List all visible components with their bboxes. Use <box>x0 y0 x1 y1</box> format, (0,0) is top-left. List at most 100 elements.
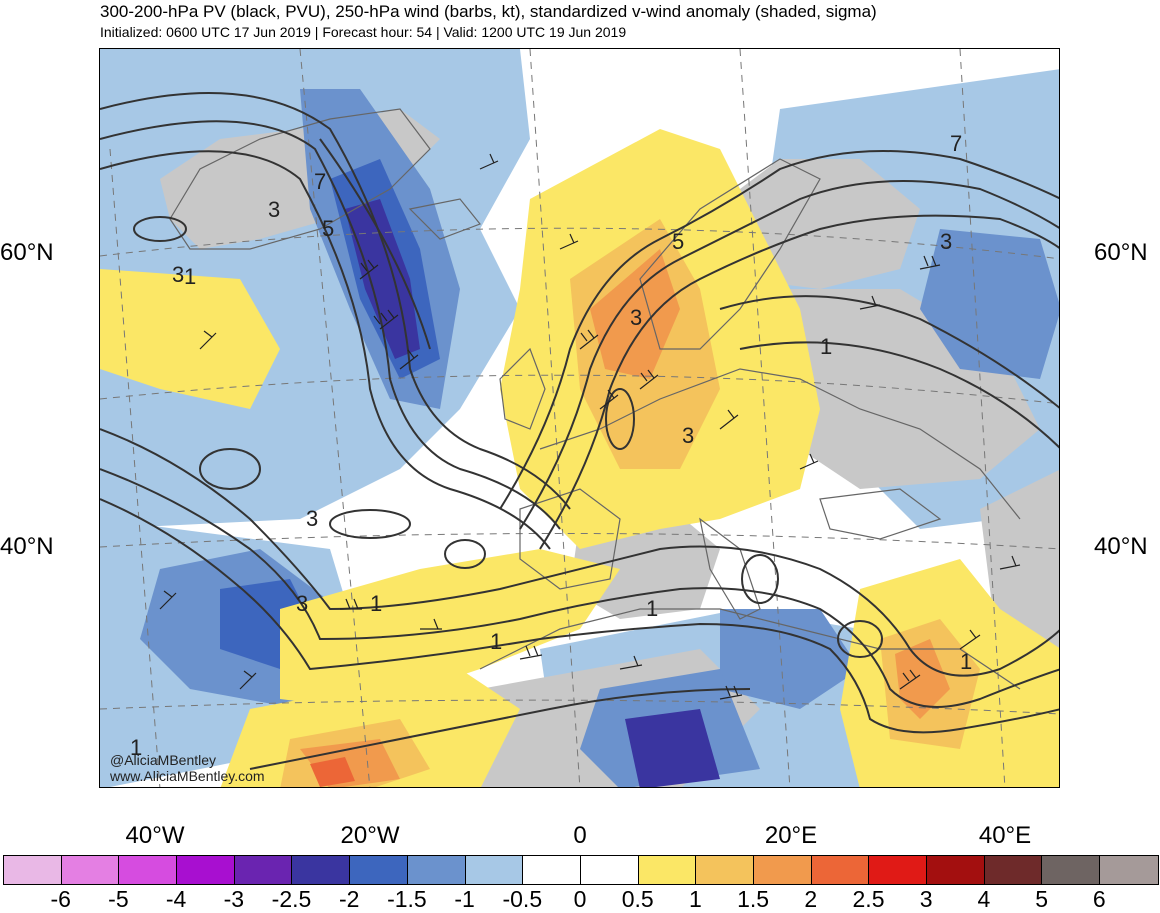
coast-black-sea <box>819 488 942 540</box>
pv-contour-jet-1 <box>100 428 1059 677</box>
pv-contour-ridge-2 <box>519 180 1059 530</box>
pv-contour-trough-3 <box>100 150 551 550</box>
pv-label: 3 <box>630 305 642 330</box>
colorbar-tick-label: -2.5 <box>271 886 312 912</box>
colorbar-tick-label: -4 <box>165 886 187 912</box>
pv-label: 5 <box>322 216 334 241</box>
longitude-line-20w <box>299 49 371 787</box>
pv-contour-jet-2 <box>100 468 1059 708</box>
pv-contour-cutoff-4 <box>837 620 883 658</box>
colorbar-tick-label: 4 <box>977 886 991 912</box>
pv-contours <box>100 92 1059 770</box>
pv-contour-trough-1 <box>100 92 571 510</box>
colorbar-swatch <box>119 856 178 884</box>
map-canvas: 3 7 5 3 1 3 3 1 1 1 5 3 3 1 3 7 1 1 <box>100 49 1059 787</box>
lon-label-20w: 20°W <box>340 822 400 849</box>
colorbar-tick-label: -3 <box>223 886 245 912</box>
wind-barb <box>619 655 643 670</box>
wind-barb <box>159 590 177 610</box>
latitude-line-60n <box>100 227 1059 260</box>
colorbar-swatch <box>696 856 754 884</box>
colorbar-tick-label: 1 <box>688 886 702 912</box>
wind-barb <box>799 453 819 470</box>
pv-contour-ridge-1 <box>499 150 1059 510</box>
wind-barb <box>359 259 379 280</box>
lon-label-0: 0 <box>573 822 587 849</box>
pv-contour-cutoff-1 <box>329 509 411 539</box>
coast-north-africa <box>479 608 1021 690</box>
colorbar-tick-label: -1 <box>454 886 475 912</box>
colorbar-swatch <box>177 856 235 884</box>
longitude-line-20e <box>739 49 791 787</box>
colorbar-tick-label: -0.5 <box>502 886 543 912</box>
wind-barb <box>340 598 362 610</box>
pv-contour-cutoff-5 <box>133 216 187 242</box>
wind-barb <box>599 389 619 410</box>
colorbar-tick-label: 1.5 <box>737 886 770 912</box>
pv-contour-trough-4 <box>319 138 431 350</box>
pv-label: 5 <box>672 229 684 254</box>
wind-barb <box>199 330 217 350</box>
wind-barb <box>719 409 739 430</box>
shade-mid-blue-east <box>920 229 1059 379</box>
colorbar-swatch <box>61 856 120 884</box>
latitude-line-30n <box>100 699 1059 715</box>
pv-label: 3 <box>682 423 694 448</box>
coast-iberia <box>519 488 621 590</box>
colorbar-swatch <box>292 856 351 884</box>
pv-label: 3 <box>306 506 318 531</box>
pv-contour-cutoff-6 <box>605 388 635 450</box>
colorbar-tick-label: 6 <box>1092 886 1106 912</box>
lon-label-20e: 20°E <box>764 822 818 849</box>
pv-contour-east-2 <box>739 341 1059 449</box>
shade-yellow-jet-band <box>280 549 620 709</box>
shade-orange-ridge-core <box>590 249 680 379</box>
wind-barb <box>639 369 659 390</box>
map-subtitle: Initialized: 0600 UTC 17 Jun 2019 | Fore… <box>100 24 627 40</box>
colorbar-swatch <box>753 856 812 884</box>
colorbar-swatch <box>465 856 524 884</box>
pv-label: 3 <box>940 229 952 254</box>
coast-italy <box>699 517 761 620</box>
colorbar-swatch <box>4 856 62 884</box>
colorbar-tick-label: 3 <box>919 886 933 912</box>
colorbar-tick-label: -6 <box>50 886 71 912</box>
pv-label: 7 <box>950 131 962 156</box>
colorbar-tick-label: 0 <box>573 886 587 912</box>
colorbar-swatch <box>1042 856 1101 884</box>
wind-barb <box>999 555 1021 570</box>
coast-greenland <box>169 108 431 250</box>
pv-contour-cutoff-3 <box>741 554 779 604</box>
graticule <box>100 49 1059 787</box>
wind-barb <box>919 255 941 270</box>
shade-dark-blue-sahara <box>625 709 720 787</box>
lat-label-left-40n: 40°N <box>0 533 54 560</box>
wind-barb <box>959 629 981 650</box>
coast-europe <box>539 368 1021 520</box>
shade-mid-blue-mediterranean <box>720 609 860 709</box>
credit-website: www.AliciaMBentley.com <box>110 768 265 784</box>
coast-british-isles <box>499 347 546 430</box>
pv-label: 1 <box>490 629 502 654</box>
latitude-line-50n <box>100 374 1059 405</box>
wind-barb <box>719 685 743 700</box>
shade-yellow-west <box>100 269 280 409</box>
pv-label: 3 <box>172 262 184 287</box>
pv-label: 1 <box>130 735 142 760</box>
pv-label: 3 <box>296 591 308 616</box>
map-title: 300-200-hPa PV (black, PVU), 250-hPa win… <box>100 2 877 21</box>
shade-dark-blue-trough-core <box>345 199 420 359</box>
map-panel: 3 7 5 3 1 3 3 1 1 1 5 3 3 1 3 7 1 1 <box>99 48 1060 788</box>
colorbar-swatch <box>869 856 927 884</box>
shade-red-orange-southwest <box>310 757 355 787</box>
longitude-line-40e <box>959 49 1006 787</box>
pv-label: 1 <box>646 596 658 621</box>
colorbar-tick-label: -2 <box>338 886 360 912</box>
credit-handle: @AliciaMBentley <box>110 752 217 768</box>
colorbar-swatch <box>580 856 639 884</box>
wind-barbs <box>159 153 1021 700</box>
coast-scandinavia <box>639 158 821 350</box>
shade-orange-east-med-core <box>895 639 950 719</box>
longitude-line-40w <box>109 148 161 787</box>
lon-label-40w: 40°W <box>125 822 185 849</box>
